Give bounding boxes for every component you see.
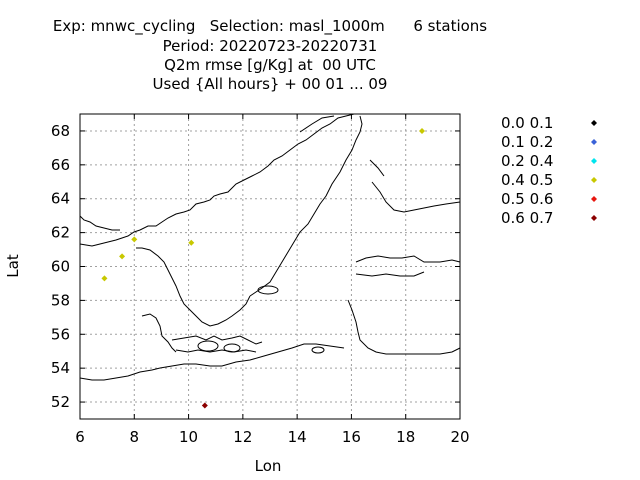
y-tick-label: 64 [51,190,70,208]
legend-label: 0.1 0.2 [501,133,553,151]
y-axis-ticks: 52 54 56 58 60 62 64 66 68 [51,122,460,411]
y-tick-label: 62 [51,224,70,242]
y-tick-label: 54 [51,359,70,377]
station-point [119,253,126,260]
x-tick-label: 10 [179,428,198,446]
x-tick-label: 12 [233,428,252,446]
legend-marker [591,120,597,126]
legend: 0.0 0.10.1 0.20.2 0.40.4 0.50.5 0.60.6 0… [501,114,597,227]
x-tick-label: 14 [288,428,307,446]
chart-title-line-1: Exp: mnwc_cycling Selection: masl_1000m … [52,17,488,35]
station-points [101,127,425,409]
legend-label: 0.4 0.5 [501,171,553,189]
legend-label: 0.5 0.6 [501,190,553,208]
legend-item: 0.1 0.2 [501,133,597,151]
coastline-outline [79,113,461,381]
x-tick-label: 6 [75,428,85,446]
legend-item: 0.0 0.1 [501,114,597,132]
chart-title-line-3: Q2m rmse [g/Kg] at 00 UTC [164,56,376,74]
legend-item: 0.5 0.6 [501,190,597,208]
x-tick-label: 8 [130,428,140,446]
legend-label: 0.2 0.4 [501,152,553,170]
station-point [188,239,195,246]
y-tick-label: 58 [51,291,70,309]
x-tick-label: 20 [450,428,469,446]
x-tick-label: 16 [342,428,361,446]
legend-item: 0.4 0.5 [501,171,597,189]
legend-marker [591,139,597,145]
chart-title-line-4: Used {All hours} + 00 01 ... 09 [152,75,388,93]
chart-title-line-2: Period: 20220723-20220731 [162,37,378,55]
x-axis-ticks: 6 8 10 12 14 16 18 20 [75,114,470,446]
grid-lines [80,114,460,419]
legend-item: 0.6 0.7 [501,209,597,227]
station-point [419,127,425,134]
y-tick-label: 56 [51,325,70,343]
y-axis-label: Lat [4,254,22,278]
x-axis-label: Lon [255,457,282,475]
station-point [101,275,108,282]
legend-item: 0.2 0.4 [501,152,597,170]
legend-marker [591,196,597,202]
y-tick-label: 68 [51,122,70,140]
y-tick-label: 66 [51,156,70,174]
legend-marker [591,158,597,164]
x-tick-label: 18 [396,428,415,446]
y-tick-label: 52 [51,393,70,411]
legend-marker [591,215,597,221]
legend-marker [591,177,597,183]
station-point [201,402,208,409]
y-tick-label: 60 [51,258,70,276]
legend-label: 0.0 0.1 [501,114,553,132]
station-point [131,236,138,243]
legend-label: 0.6 0.7 [501,209,553,227]
